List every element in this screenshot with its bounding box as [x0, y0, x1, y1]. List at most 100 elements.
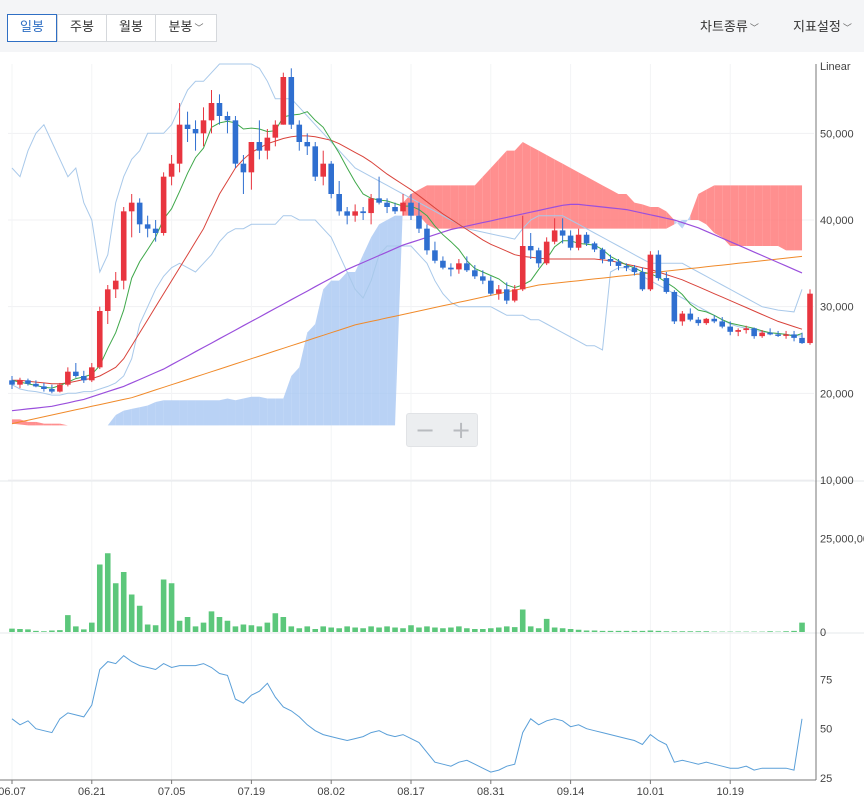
scale-label: Linear — [820, 61, 851, 73]
volume-bar — [400, 628, 406, 632]
candle-body — [535, 250, 542, 264]
tab-minute[interactable]: 분봉 ﹀ — [155, 14, 217, 42]
cloud-segment — [211, 400, 220, 426]
volume-bar — [535, 628, 542, 632]
zoom-in-button[interactable]: + — [450, 416, 472, 444]
candle-body — [727, 326, 734, 332]
candle-body — [448, 267, 454, 270]
candle-body — [799, 337, 805, 344]
cloud-segment — [107, 415, 116, 426]
tab-daily[interactable]: 일봉 — [7, 14, 57, 42]
cloud-segment — [730, 185, 739, 246]
cloud-segment — [474, 176, 483, 229]
cloud-segment — [35, 421, 44, 426]
volume-bar — [671, 631, 678, 632]
candle-body — [104, 289, 111, 311]
cloud-segment — [395, 202, 404, 426]
volume-bar — [607, 630, 614, 632]
cloud-segment — [195, 400, 204, 426]
cloud-segment — [315, 289, 324, 426]
cloud-segment — [650, 207, 659, 229]
volume-bar — [440, 628, 446, 632]
volume-bar — [216, 617, 223, 632]
candle-body — [232, 120, 239, 164]
stock-chart[interactable]: Linear 50,000 40,000 30,000 20,000 10,000 25,0… — [0, 52, 864, 801]
cloud-segment — [347, 272, 356, 426]
chart-type-menu[interactable]: 차트종류 ﹀ — [700, 14, 759, 42]
volume-tick-label: 25,000,000 — [820, 533, 864, 545]
cloud-segment — [275, 398, 284, 426]
volume-bar — [448, 627, 454, 632]
cloud-segment — [291, 367, 300, 426]
ichimoku-cloud — [11, 142, 803, 426]
volume-bar — [376, 627, 382, 632]
candle-body — [96, 311, 103, 368]
candle-body — [144, 224, 151, 229]
candle-body — [639, 272, 646, 290]
cloud-segment — [442, 185, 451, 229]
volume-bar — [248, 625, 255, 632]
candle-body — [192, 129, 199, 134]
volume-bar — [368, 626, 374, 632]
cloud-segment — [794, 185, 803, 251]
candle-body — [408, 202, 414, 216]
volume-bar — [184, 617, 191, 632]
volume-bar — [232, 626, 239, 632]
candle-body — [472, 270, 478, 277]
candle-body — [248, 142, 255, 173]
candle-body — [168, 163, 175, 177]
price-tick-label: 10,000 — [820, 475, 854, 487]
volume-bar — [65, 615, 71, 632]
x-tick-label: 08.02 — [317, 786, 345, 798]
volume-bar — [599, 630, 606, 632]
candle-body — [368, 198, 374, 214]
cloud-segment — [490, 159, 499, 229]
volume-bar — [583, 630, 590, 632]
volume-tick-label: 0 — [820, 627, 826, 639]
volume-bar — [519, 609, 526, 632]
rsi-tick-label: 25 — [820, 773, 832, 785]
lower-band-line — [11, 215, 803, 396]
cloud-segment — [642, 204, 651, 229]
volume-bar — [272, 613, 279, 632]
cloud-segment — [546, 155, 555, 229]
indicator-menu[interactable]: 지표설정 ﹀ — [793, 14, 852, 42]
cloud-segment — [466, 185, 475, 229]
ma60-line — [11, 203, 803, 412]
candle-body — [567, 235, 574, 248]
zoom-out-button[interactable]: − — [414, 416, 436, 444]
volume-bar — [384, 626, 390, 632]
cloud-segment — [123, 408, 132, 426]
cloud-segment — [634, 202, 643, 229]
volume-bar — [304, 626, 311, 632]
candle-body — [424, 228, 430, 251]
tab-weekly[interactable]: 주봉 — [57, 14, 107, 42]
candle-body — [344, 211, 350, 216]
volume-bar — [240, 624, 247, 632]
candle-body — [495, 289, 502, 294]
cloud-segment — [187, 400, 196, 426]
volume-bar — [527, 626, 534, 632]
cloud-segment — [514, 142, 523, 229]
cloud-segment — [227, 398, 236, 426]
volume-bar — [81, 629, 87, 632]
chart-toolbar: 일봉 주봉 월봉 분봉 ﹀ 차트종류 ﹀ 지표설정 ﹀ — [0, 0, 864, 52]
volume-bar — [559, 628, 566, 632]
cloud-segment — [554, 159, 563, 229]
candle-body — [120, 211, 127, 281]
volume-bar — [416, 627, 422, 632]
candle-body — [416, 215, 422, 229]
cloud-segment — [706, 185, 715, 233]
candle-body — [551, 230, 558, 242]
cloud-segment — [283, 376, 292, 426]
tab-monthly[interactable]: 월봉 — [106, 14, 156, 42]
cloud-segment — [498, 150, 507, 229]
volume-bar — [591, 630, 598, 632]
volume-bar — [88, 622, 95, 632]
volume-bar — [488, 628, 494, 632]
cloud-segment — [562, 163, 571, 229]
candle-body — [184, 124, 191, 129]
candle-body — [671, 291, 678, 322]
volume-bar — [312, 629, 319, 632]
candle-body — [336, 194, 342, 212]
